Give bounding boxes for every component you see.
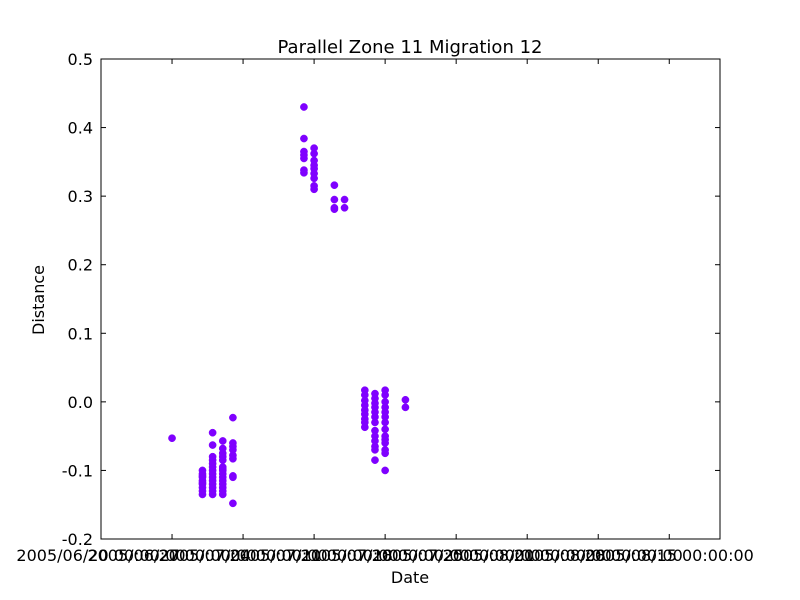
- data-point: [168, 434, 176, 443]
- data-point: [198, 472, 207, 480]
- data-point: [401, 403, 410, 412]
- x-tick-label: 2005/07/18 00:00:00: [301, 546, 470, 565]
- data-point: [300, 134, 308, 143]
- y-axis: -0.2 -0.1 0.0 0.1 0.2 0.3 0.4 0.5: [62, 50, 720, 549]
- data-point: [330, 205, 339, 214]
- plot-layer: [168, 103, 410, 508]
- x-tick-label: 2005/06/20 00:00:00: [16, 546, 185, 565]
- data-point: [340, 203, 349, 212]
- data-point: [310, 185, 318, 194]
- data-point: [218, 465, 227, 473]
- data-point: [371, 418, 379, 427]
- x-tick-label: 2005/06/27 00:00:00: [87, 546, 256, 565]
- data-point: [371, 446, 379, 454]
- y-axis-title: Distance: [29, 265, 48, 335]
- y-tick-label: 0.2: [68, 256, 93, 275]
- data-point: [381, 439, 389, 447]
- x-tick-label: 2005/07/25 00:00:00: [372, 546, 541, 565]
- x-tick-label: 2005/08/01 00:00:00: [443, 546, 612, 565]
- y-tick-label: 0.0: [68, 393, 93, 412]
- y-tick-label: 0.1: [68, 324, 93, 343]
- data-point: [218, 490, 227, 499]
- data-point: [208, 459, 217, 468]
- data-point: [381, 418, 389, 427]
- y-tick-label: 0.4: [68, 119, 93, 138]
- y-tick-label: -0.2: [62, 530, 93, 549]
- data-point: [198, 478, 207, 487]
- data-point: [310, 149, 318, 158]
- data-point: [401, 395, 410, 404]
- data-point: [300, 154, 308, 163]
- data-point: [330, 195, 339, 204]
- x-tick-label: 2005/07/11 00:00:00: [230, 546, 399, 565]
- data-point: [330, 181, 339, 190]
- data-point: [218, 437, 227, 445]
- x-tick-label: 2005/08/08 00:00:00: [514, 546, 683, 565]
- data-point: [229, 413, 237, 422]
- data-point: [340, 195, 349, 204]
- data-point: [381, 466, 389, 475]
- data-point: [229, 454, 237, 463]
- data-point: [381, 449, 389, 458]
- data-point: [208, 428, 217, 437]
- data-point: [381, 391, 389, 399]
- data-point: [300, 168, 308, 177]
- data-point: [229, 473, 237, 482]
- data-point: [371, 456, 379, 464]
- data-point: [198, 490, 207, 499]
- data-point: [208, 441, 217, 449]
- data-point: [310, 174, 318, 183]
- x-tick-label: 2005/08/15 00:00:00: [585, 546, 754, 565]
- data-point: [360, 423, 369, 432]
- x-tick-label: 2005/07/04 00:00:00: [158, 546, 327, 565]
- chart-title: Parallel Zone 11 Migration 12: [278, 37, 543, 58]
- data-point: [381, 425, 389, 434]
- data-point: [300, 103, 308, 111]
- y-tick-label: 0.5: [68, 50, 93, 69]
- plot-frame: [100, 58, 721, 540]
- data-point: [218, 456, 227, 464]
- x-axis-title: Date: [391, 568, 429, 587]
- data-point: [208, 490, 217, 499]
- y-tick-label: 0.3: [68, 187, 93, 206]
- data-point: [229, 499, 237, 508]
- y-tick-label: -0.1: [62, 461, 93, 480]
